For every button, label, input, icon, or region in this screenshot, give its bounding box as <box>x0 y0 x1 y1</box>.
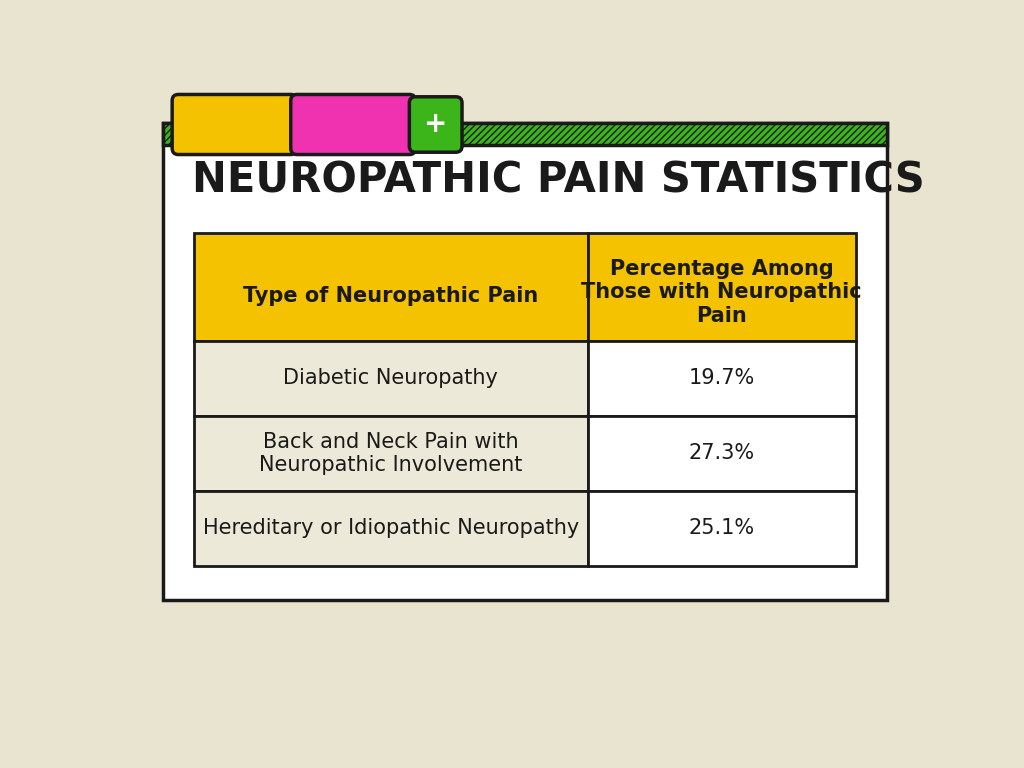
Bar <box>194 415 588 491</box>
Bar <box>194 233 588 341</box>
Text: 27.3%: 27.3% <box>688 443 755 463</box>
Bar <box>588 415 856 491</box>
FancyBboxPatch shape <box>410 97 462 152</box>
Bar <box>194 491 588 566</box>
Text: 25.1%: 25.1% <box>688 518 755 538</box>
Bar <box>163 123 887 144</box>
Text: Diabetic Neuropathy: Diabetic Neuropathy <box>284 369 499 389</box>
Text: Back and Neck Pain with
Neuropathic Involvement: Back and Neck Pain with Neuropathic Invo… <box>259 432 522 475</box>
Text: Type of Neuropathic Pain: Type of Neuropathic Pain <box>243 286 539 306</box>
FancyBboxPatch shape <box>291 94 416 154</box>
Text: NEUROPATHIC PAIN STATISTICS: NEUROPATHIC PAIN STATISTICS <box>193 160 925 202</box>
Bar <box>588 341 856 415</box>
Bar <box>588 491 856 566</box>
Text: +: + <box>424 111 447 138</box>
Bar <box>194 341 588 415</box>
Bar <box>163 123 887 601</box>
Bar <box>588 233 856 341</box>
FancyBboxPatch shape <box>172 94 297 154</box>
Text: Percentage Among
Those with Neuropathic
Pain: Percentage Among Those with Neuropathic … <box>582 259 862 326</box>
Text: 19.7%: 19.7% <box>688 369 755 389</box>
Text: Hereditary or Idiopathic Neuropathy: Hereditary or Idiopathic Neuropathy <box>203 518 579 538</box>
